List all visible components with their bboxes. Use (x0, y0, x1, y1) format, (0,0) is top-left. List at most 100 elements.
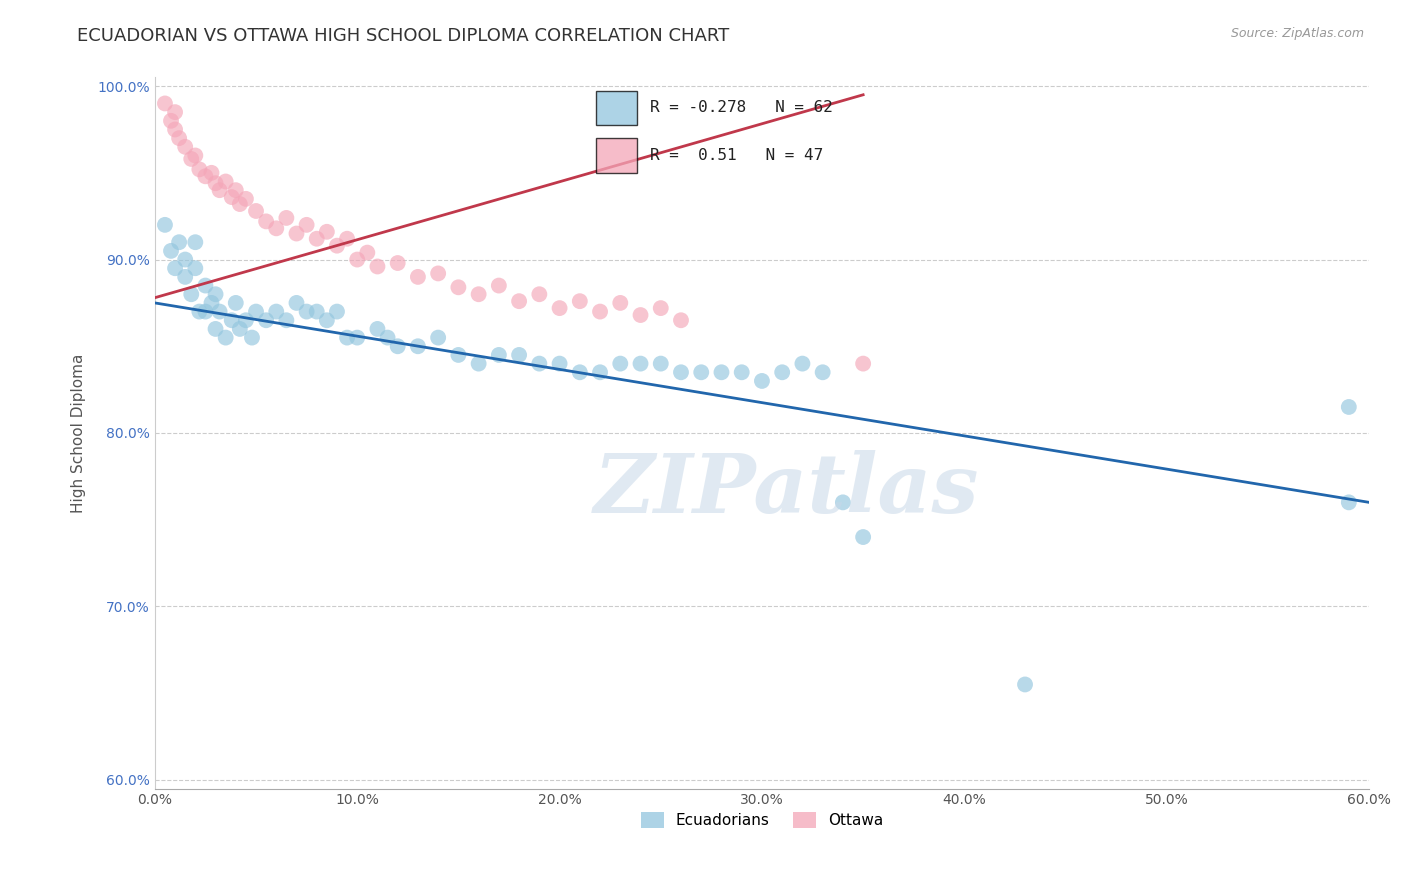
Point (548, 357, 571, 371)
Point (529, 287, 551, 301)
Point (326, 238, 349, 252)
Point (184, 148, 207, 162)
Point (1337, 495, 1360, 509)
Point (406, 339, 429, 353)
Point (336, 232, 359, 246)
Point (589, 304, 612, 318)
Point (160, 244, 183, 258)
Point (315, 225, 337, 239)
Point (276, 211, 298, 225)
Point (427, 330, 450, 344)
Point (366, 322, 388, 336)
Point (229, 322, 252, 336)
Text: ZIPatlas: ZIPatlas (593, 450, 979, 530)
Point (427, 267, 450, 281)
Point (184, 261, 207, 276)
Point (710, 365, 733, 379)
Point (204, 322, 226, 336)
Point (447, 280, 470, 294)
Point (165, 261, 187, 276)
Point (387, 339, 409, 353)
Point (852, 530, 875, 544)
Point (188, 162, 211, 177)
Point (1337, 400, 1360, 414)
Point (188, 304, 211, 318)
Point (204, 287, 226, 301)
Point (1014, 677, 1036, 691)
Point (215, 330, 238, 344)
Point (245, 204, 267, 219)
Point (235, 313, 257, 327)
Point (194, 278, 217, 293)
Point (488, 348, 510, 362)
Point (245, 304, 267, 318)
Point (285, 296, 308, 310)
Point (174, 140, 197, 154)
Point (690, 365, 713, 379)
Point (529, 357, 551, 371)
Point (254, 214, 277, 228)
Point (285, 227, 308, 241)
Point (609, 357, 631, 371)
Point (305, 232, 328, 246)
Point (852, 357, 875, 371)
Point (229, 197, 252, 211)
Point (305, 304, 328, 318)
Point (167, 235, 190, 250)
Point (264, 304, 287, 318)
Point (508, 294, 530, 309)
Point (346, 330, 368, 344)
Point (669, 365, 692, 379)
Point (630, 357, 652, 371)
Text: ECUADORIAN VS OTTAWA HIGH SCHOOL DIPLOMA CORRELATION CHART: ECUADORIAN VS OTTAWA HIGH SCHOOL DIPLOMA… (77, 27, 730, 45)
Point (669, 313, 692, 327)
Point (770, 365, 793, 379)
Point (153, 96, 176, 111)
Point (174, 252, 197, 267)
Point (467, 287, 489, 301)
Point (731, 365, 754, 379)
Point (184, 235, 207, 250)
Point (792, 357, 814, 371)
Point (609, 296, 631, 310)
Point (630, 308, 652, 322)
Point (180, 287, 202, 301)
Point (811, 365, 834, 379)
Point (153, 218, 176, 232)
Point (336, 330, 359, 344)
Point (315, 313, 337, 327)
Point (235, 192, 257, 206)
Point (467, 357, 489, 371)
Point (225, 296, 247, 310)
Point (225, 183, 247, 197)
Point (240, 330, 263, 344)
Point (194, 169, 217, 184)
Point (387, 256, 409, 270)
Point (165, 122, 187, 136)
Point (346, 252, 368, 267)
Text: R = -0.278   N = 62: R = -0.278 N = 62 (650, 101, 832, 115)
Point (406, 269, 429, 284)
Text: Source: ZipAtlas.com: Source: ZipAtlas.com (1230, 27, 1364, 40)
Point (326, 304, 349, 318)
Point (508, 348, 530, 362)
Point (295, 218, 318, 232)
Point (215, 174, 238, 188)
Point (208, 304, 231, 318)
Y-axis label: High School Diploma: High School Diploma (72, 353, 86, 513)
Point (832, 495, 855, 509)
Point (377, 330, 399, 344)
Point (167, 131, 190, 145)
Point (174, 269, 197, 284)
Point (160, 113, 183, 128)
Point (295, 304, 318, 318)
Point (204, 176, 226, 190)
Point (650, 357, 672, 371)
Point (254, 313, 277, 327)
Point (200, 296, 222, 310)
Point (751, 374, 773, 388)
Point (180, 152, 202, 166)
Point (221, 190, 243, 204)
Point (264, 221, 287, 235)
Point (356, 245, 378, 260)
